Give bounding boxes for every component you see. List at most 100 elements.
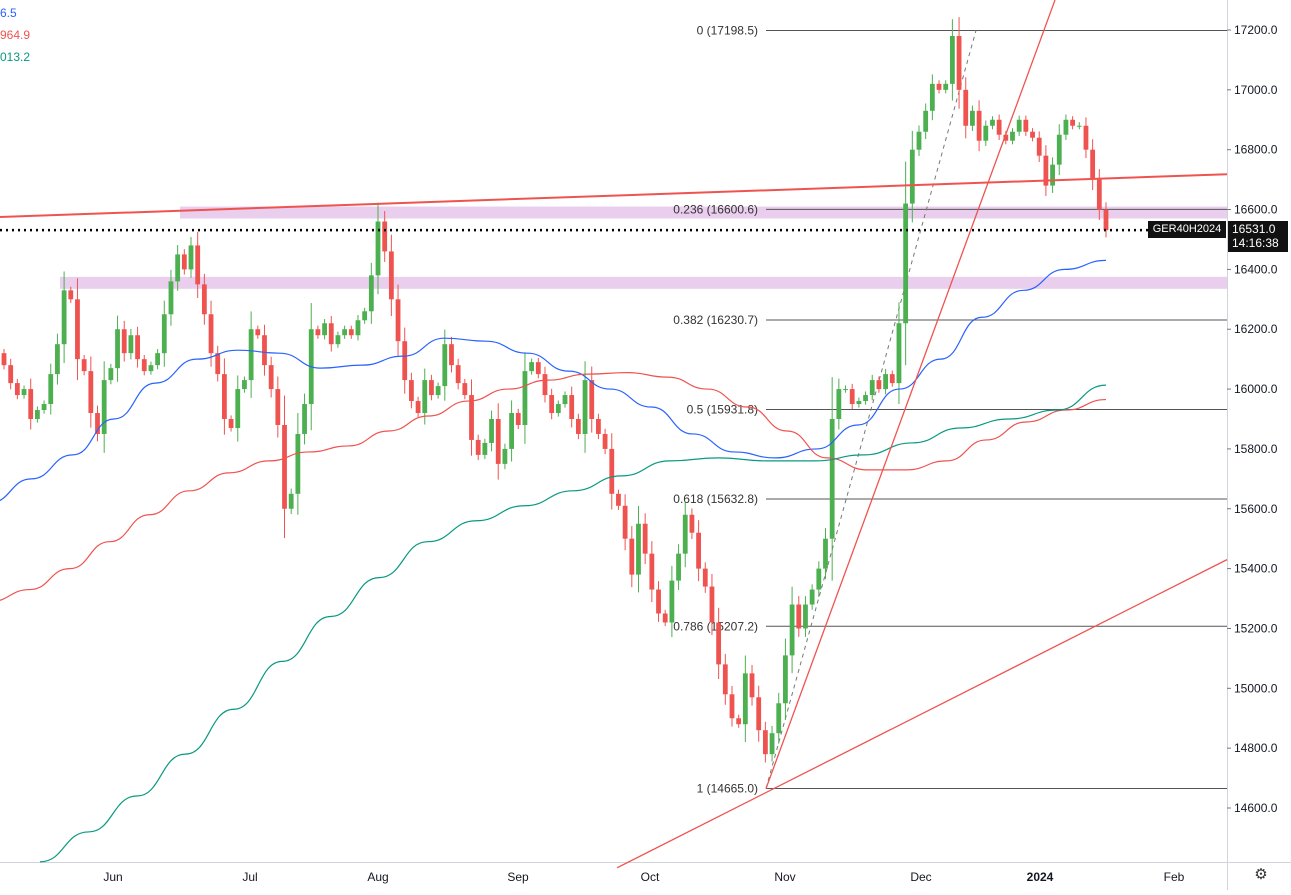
price-tick-label: 14600.0 (1234, 801, 1278, 815)
candle-body (228, 419, 234, 428)
candle-body (943, 83, 949, 90)
candle-body (489, 419, 494, 443)
candle-body (368, 275, 374, 312)
candle-body (529, 362, 535, 372)
candle-body (896, 323, 902, 384)
legend-ma-fast-value: 6.5 (0, 6, 17, 20)
candle-body (809, 589, 815, 605)
candle-body (676, 553, 681, 581)
fib-anchor-line (765, 30, 977, 789)
candle-body (596, 419, 601, 434)
candle-body (1083, 125, 1089, 150)
candle-body (41, 404, 47, 411)
candle-body (88, 371, 94, 414)
candle-body (1076, 125, 1082, 127)
candle-body (562, 395, 568, 405)
candle-body (1023, 119, 1029, 132)
candle-body (382, 221, 388, 252)
fib-level-label: 0.5 (15931.8) (687, 402, 758, 416)
indicator-legend: 6.5 964.9 013.2 (0, 2, 30, 68)
fib-level-label: 0.236 (16600.6) (673, 202, 758, 216)
candle-body (1016, 119, 1022, 132)
candle-body (736, 718, 742, 725)
candle-body (121, 329, 127, 354)
candle-body (903, 203, 909, 324)
time-tick-label: Dec (910, 870, 931, 884)
candle-body (1043, 155, 1049, 186)
candle-body (649, 553, 655, 590)
candle-body (235, 389, 241, 428)
candle-body (188, 245, 194, 270)
moving-average-line (39, 384, 1107, 863)
candle-body (1056, 134, 1062, 165)
gear-icon[interactable]: ⚙ (1254, 866, 1268, 883)
candle-body (495, 419, 501, 464)
price-tick-label: 17000.0 (1234, 83, 1278, 97)
time-tick-label: Aug (367, 870, 388, 884)
candle-body (1090, 149, 1096, 180)
bar-countdown: 14:16:38 (1232, 236, 1279, 250)
candle-body (362, 311, 368, 321)
symbol-tag: GER40H2024 (1148, 221, 1226, 238)
candle-body (355, 320, 361, 336)
candle-body (549, 395, 555, 414)
candle-body (522, 371, 528, 425)
candle-body (636, 523, 641, 575)
candle-body (61, 290, 67, 345)
price-tick-label: 16600.0 (1234, 203, 1278, 217)
candle-body (709, 586, 715, 623)
candle-body (48, 374, 54, 405)
candle-body (1036, 137, 1042, 156)
candle-body (936, 83, 942, 90)
candle-body (742, 673, 748, 725)
candle-body (141, 359, 147, 372)
candle-body (409, 380, 414, 402)
candle-body (108, 368, 114, 381)
moving-average-line (0, 259, 1107, 501)
candle-body (255, 329, 261, 336)
time-tick-label: Jun (103, 870, 122, 884)
candle-body (542, 374, 548, 396)
candle-body (469, 395, 474, 440)
candle-body (869, 380, 875, 396)
candle-body (422, 380, 428, 414)
candle-body (55, 344, 60, 375)
candle-body (876, 380, 882, 390)
candle-body (155, 353, 161, 366)
candle-body (475, 439, 481, 455)
candle-body (455, 365, 461, 384)
candle-body (589, 380, 595, 419)
candle-body (288, 493, 294, 509)
price-tick-label: 15400.0 (1234, 562, 1278, 576)
candle-body (729, 694, 735, 719)
candle-body (1103, 209, 1109, 231)
candle-body (135, 335, 140, 360)
candle-body (789, 604, 795, 656)
candle-body (168, 281, 174, 315)
candle-body (762, 730, 768, 755)
price-tick-label: 16200.0 (1234, 322, 1278, 336)
time-tick-label: Feb (1164, 870, 1185, 884)
candle-body (783, 655, 788, 704)
candle-body (1030, 131, 1035, 138)
candle-body (435, 386, 441, 396)
candle-body (656, 589, 661, 614)
candle-body (575, 419, 581, 434)
candle-body (662, 613, 668, 623)
price-tick-label: 15800.0 (1234, 442, 1278, 456)
candle-body (1, 353, 7, 366)
candle-body (302, 404, 307, 434)
candle-body (201, 284, 207, 315)
lower-trendline (616, 559, 1228, 869)
candle-body (8, 365, 14, 384)
candle-body (535, 362, 541, 375)
price-axis-area (1227, 0, 1291, 890)
candle-body (295, 433, 301, 494)
candle-body (21, 389, 27, 396)
candle-body (268, 365, 274, 390)
price-tick-label: 15000.0 (1234, 681, 1278, 695)
price-tick-label: 16000.0 (1234, 382, 1278, 396)
candle-body (722, 664, 728, 695)
last-price-tag: 16531.0 14:16:38 (1228, 221, 1288, 252)
